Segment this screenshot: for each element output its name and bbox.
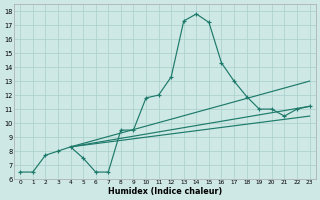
X-axis label: Humidex (Indice chaleur): Humidex (Indice chaleur): [108, 187, 222, 196]
